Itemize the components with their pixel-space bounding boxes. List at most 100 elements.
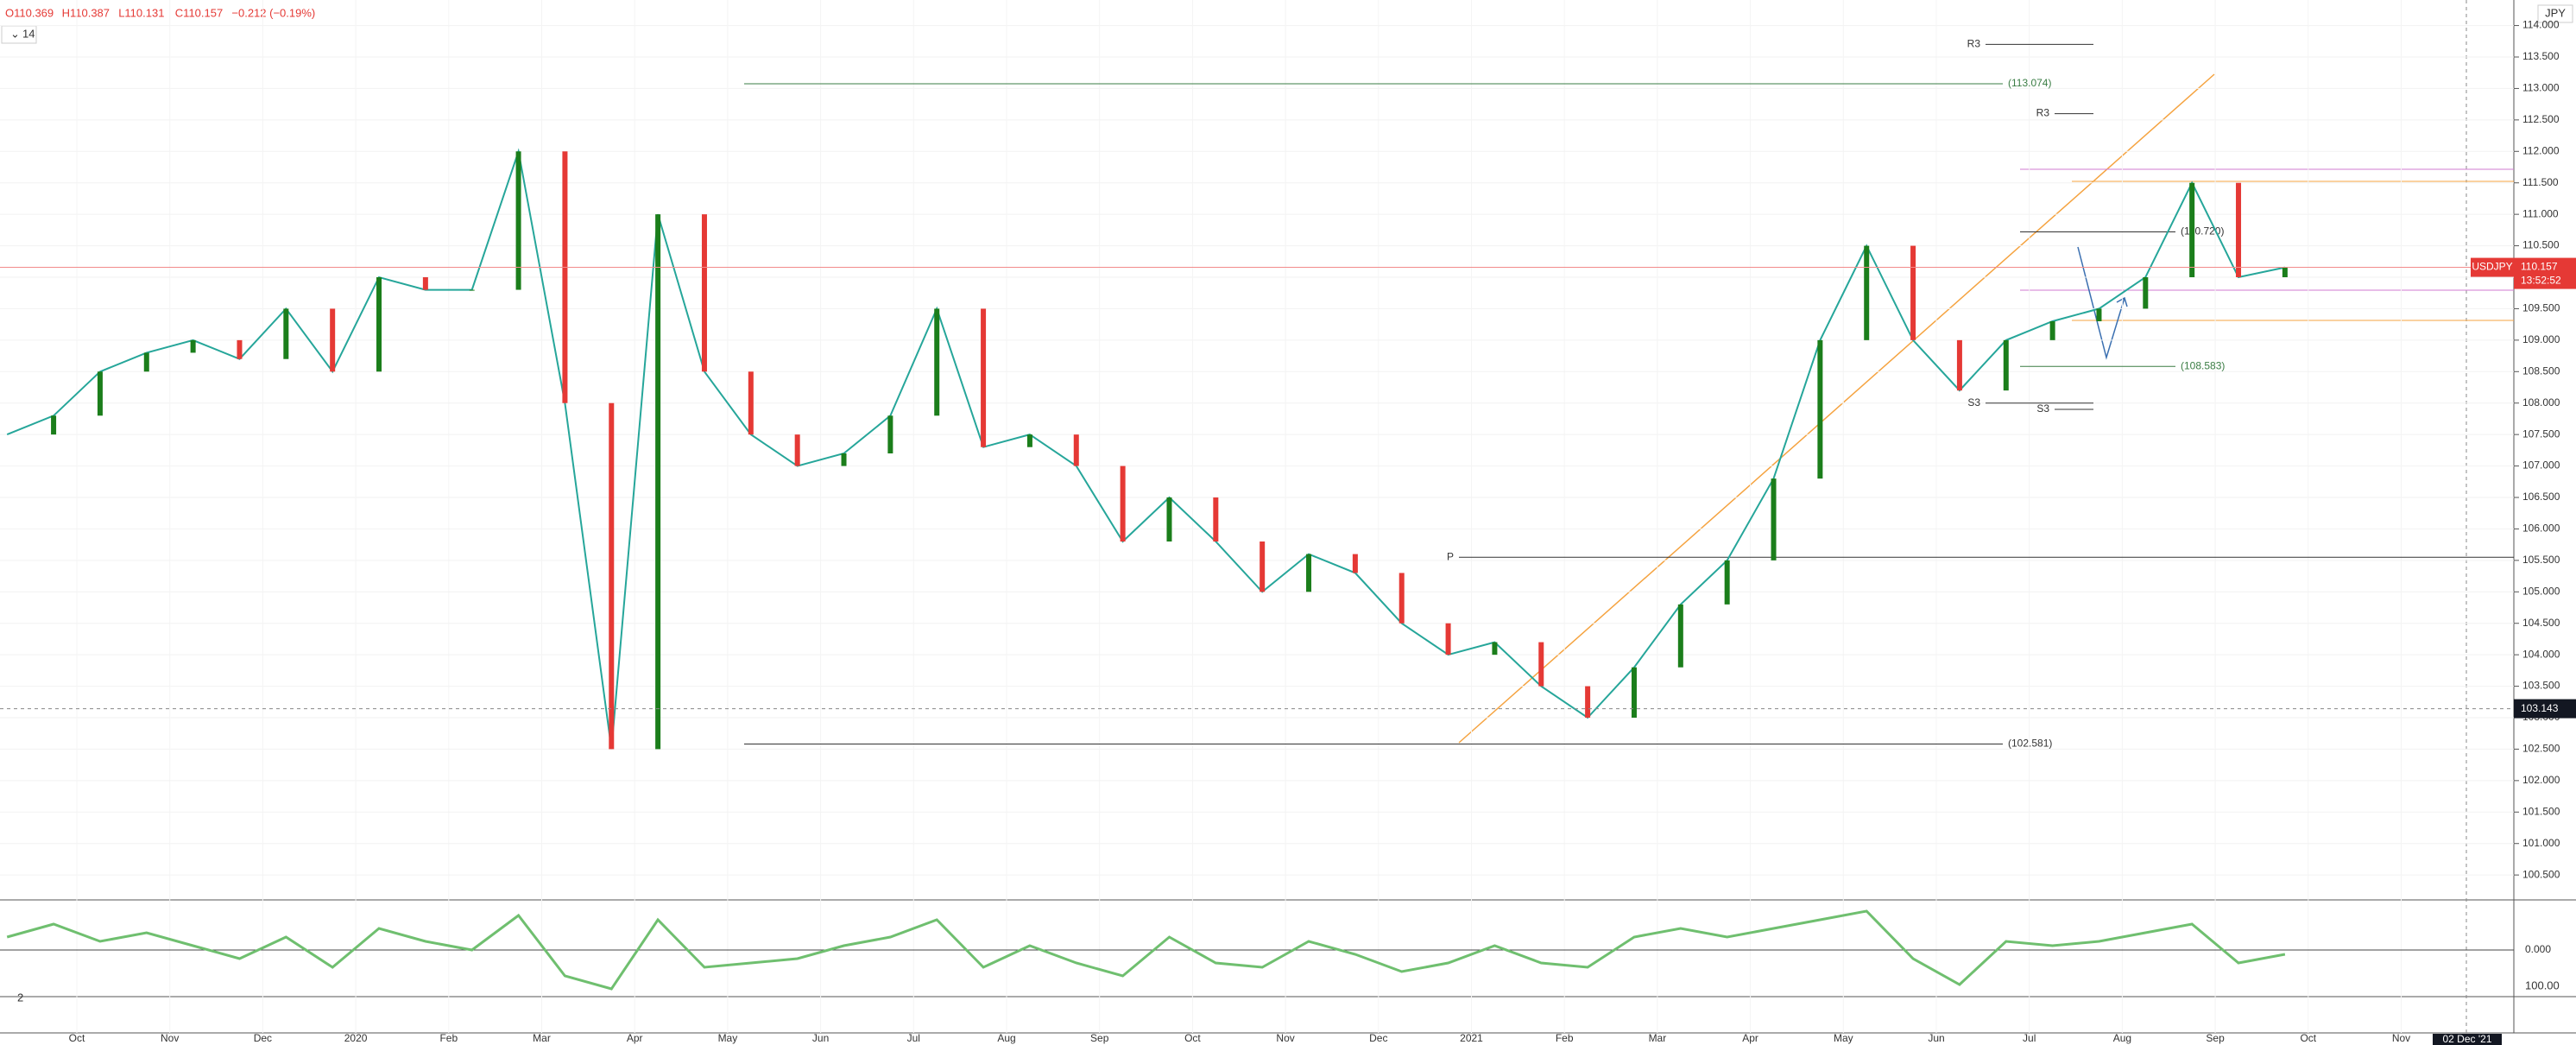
candle: [376, 277, 382, 372]
candle: [97, 371, 103, 416]
crosshair-date: 02 Dec '21: [2443, 1033, 2492, 1045]
symbol: USDJPY: [2472, 261, 2512, 273]
candle: [1352, 554, 1358, 573]
price-tick-label: 106.500: [2522, 491, 2560, 503]
time-tick-label: Jun: [1928, 1032, 1944, 1044]
last-price: 110.157: [2521, 261, 2558, 273]
candle: [2003, 339, 2009, 391]
candle: [143, 352, 149, 372]
pane-axis-label: 100.00: [2525, 978, 2560, 991]
time-tick-label: Nov: [2392, 1032, 2410, 1044]
candle: [748, 371, 754, 435]
time-tick-label: Apr: [1742, 1032, 1758, 1044]
price-tick-label: 113.000: [2522, 82, 2560, 94]
price-tick-label: 114.000: [2522, 19, 2560, 31]
time-tick-label: Apr: [627, 1032, 643, 1044]
candle: [2189, 182, 2195, 277]
candle: [1677, 604, 1683, 668]
time-tick-label: May: [1834, 1032, 1853, 1044]
pane-legend: 2: [17, 991, 23, 1004]
price-tick-label: 102.000: [2522, 774, 2560, 786]
level-label: S3: [1967, 396, 1980, 408]
candle: [1724, 560, 1730, 605]
candle: [515, 151, 521, 290]
price-tick-label: 104.500: [2522, 617, 2560, 629]
time-tick-label: Feb: [439, 1032, 458, 1044]
time-tick-label: Jun: [812, 1032, 829, 1044]
projection-arrow: [2077, 246, 2128, 360]
candle: [283, 308, 289, 359]
candle: [1306, 554, 1312, 592]
candle: [469, 289, 475, 291]
time-tick-label: Oct: [1184, 1032, 1201, 1044]
crosshair-badge: [2514, 699, 2576, 719]
currency: JPY: [2545, 6, 2566, 19]
trend-line: [1458, 73, 2215, 744]
price-badge: [2514, 257, 2576, 289]
candle: [2236, 182, 2242, 277]
price-tick-label: 101.500: [2522, 805, 2560, 817]
candle: [2096, 308, 2102, 321]
level-label: P: [1447, 550, 1454, 562]
crosshair-price: 103.143: [2521, 702, 2559, 714]
price-tick-label: 103.500: [2522, 680, 2560, 692]
candle: [887, 415, 893, 453]
ohlc-value: −0.212 (−0.19%): [231, 6, 315, 19]
candle: [934, 308, 940, 416]
time-tick-label: Sep: [1090, 1032, 1109, 1044]
candle: [237, 339, 243, 359]
time-tick-label: Nov: [161, 1032, 179, 1044]
countdown: 13:52:52: [2521, 275, 2561, 287]
candle: [794, 434, 800, 466]
price-tick-label: 102.500: [2522, 743, 2560, 755]
candle: [1817, 339, 1823, 479]
time-tick-label: Oct: [69, 1032, 85, 1044]
candle: [562, 151, 568, 403]
oscillator-axis-label: 0.000: [2525, 943, 2551, 955]
price-tick-label: 112.000: [2522, 144, 2560, 156]
price-tick-label: 101.000: [2522, 837, 2560, 849]
candle: [1538, 642, 1544, 687]
interval: 14: [22, 27, 35, 40]
time-tick-label: 2021: [1460, 1032, 1483, 1044]
chevron: ⌄: [10, 27, 20, 40]
candle: [2282, 267, 2288, 277]
currency-button[interactable]: [2537, 4, 2573, 23]
price-line: [6, 148, 2286, 750]
price-tick-label: 104.000: [2522, 648, 2560, 660]
time-tick-label: Nov: [1276, 1032, 1294, 1044]
price-tick-label: 105.000: [2522, 585, 2560, 597]
candle: [2143, 277, 2149, 309]
time-tick-label: Jul: [2023, 1032, 2036, 1044]
time-tick-label: Oct: [2300, 1032, 2316, 1044]
level-label: R3: [1967, 38, 1981, 50]
candle: [1260, 542, 1266, 592]
ohlc-value: C110.157: [175, 6, 223, 19]
level-label: (108.583): [2181, 359, 2225, 371]
candle: [1956, 339, 1962, 391]
level-label: (113.074): [2008, 77, 2051, 89]
candle: [1492, 642, 1498, 656]
time-tick-label: Dec: [1369, 1032, 1387, 1044]
candle: [422, 277, 428, 290]
time-tick-label: Aug: [2113, 1032, 2131, 1044]
ohlc-value: O110.369: [5, 6, 54, 19]
level-label: (102.581): [2008, 738, 2052, 750]
time-tick-label: 2020: [344, 1032, 368, 1044]
candle: [1771, 478, 1777, 560]
price-tick-label: 105.500: [2522, 554, 2560, 566]
ohlc-value: H110.387: [62, 6, 110, 19]
price-tick-label: 107.500: [2522, 428, 2560, 440]
candle: [655, 214, 661, 750]
candle: [1585, 686, 1591, 718]
price-tick-label: 109.500: [2522, 302, 2560, 314]
price-tick-label: 112.500: [2522, 113, 2560, 125]
candle: [1910, 245, 1916, 340]
candle: [51, 415, 57, 435]
time-tick-label: Feb: [1556, 1032, 1574, 1044]
time-tick-label: Sep: [2206, 1032, 2225, 1044]
time-tick-label: Aug: [997, 1032, 1015, 1044]
price-tick-label: 111.500: [2522, 176, 2559, 188]
price-tick-label: 108.500: [2522, 364, 2560, 377]
